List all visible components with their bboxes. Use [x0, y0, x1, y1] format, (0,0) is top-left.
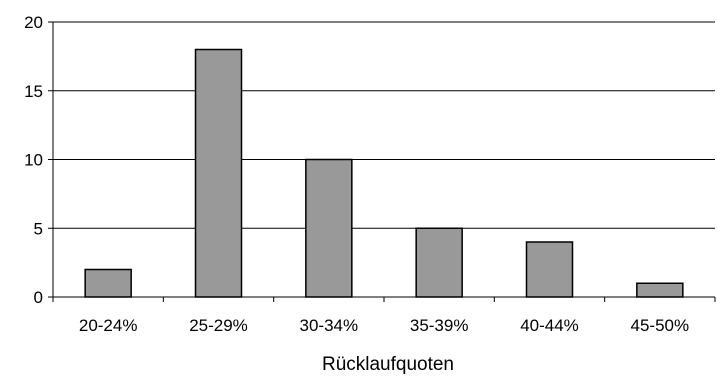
y-tick-label: 5: [34, 219, 43, 238]
y-tick-labels: 0 5 10 15 20: [24, 13, 43, 307]
y-tick-label: 15: [24, 82, 43, 101]
x-tick-label: 25-29%: [189, 316, 248, 335]
x-tick-label: 35-39%: [410, 316, 469, 335]
x-tick-label: 20-24%: [79, 316, 138, 335]
y-tick-label: 20: [24, 13, 43, 32]
x-tick-label: 30-34%: [300, 316, 359, 335]
y-tick-label: 0: [34, 288, 43, 307]
axes: [48, 21, 716, 302]
bar-35-39%: [415, 227, 463, 298]
bar-40-44%: [525, 241, 574, 298]
y-tick-label: 10: [24, 151, 43, 170]
x-tick-label: 45-50%: [631, 316, 690, 335]
gridlines: [53, 21, 715, 229]
bar-25-29%: [194, 48, 243, 298]
bar-20-24%: [84, 268, 132, 298]
bar-45-50%: [636, 282, 684, 298]
x-tick-labels: 20-24% 25-29% 30-34% 35-39% 40-44% 45-50%: [79, 316, 689, 335]
x-axis-title: Rücklaufquoten: [322, 354, 454, 375]
x-tick-label: 40-44%: [520, 316, 579, 335]
bars: [84, 48, 684, 298]
bar-30-34%: [305, 158, 353, 298]
